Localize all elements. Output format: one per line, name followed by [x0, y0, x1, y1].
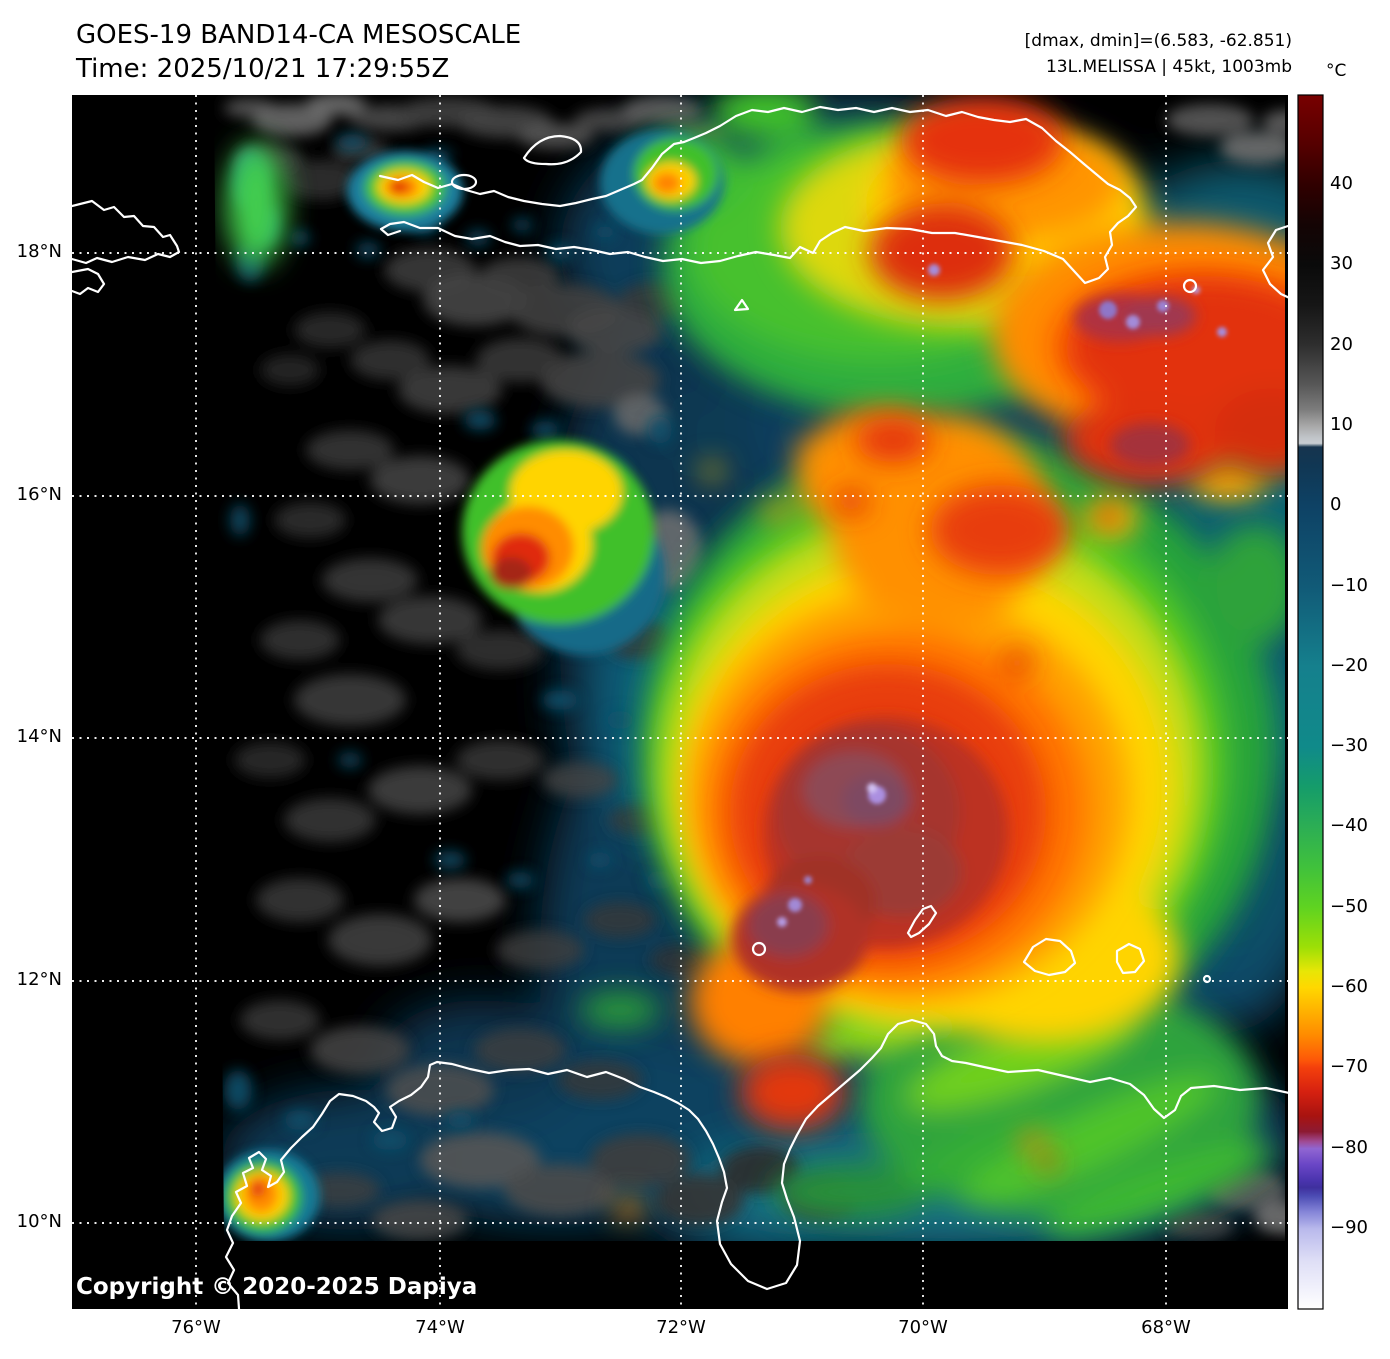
coastline-gonave-island: [450, 173, 478, 191]
map-plot-area: [72, 95, 1288, 1309]
lon-tick-label: 70°W: [898, 1317, 948, 1338]
coastline-islet-west: [751, 941, 767, 957]
coastline-aves: [1115, 942, 1146, 975]
lat-tick-label: 16°N: [16, 484, 62, 505]
copyright-watermark: Copyright © 2020-2025 Dapiya: [76, 1274, 478, 1300]
colorbar-tick-label: 0: [1330, 494, 1342, 515]
coastlines: [72, 105, 1288, 1309]
colorbar-tick-label: −80: [1330, 1137, 1368, 1158]
coastline-beata-islet: [733, 298, 750, 312]
lat-tick-label: 10°N: [16, 1211, 62, 1232]
coastline-south-america: [224, 1018, 1288, 1309]
lon-tick-label: 76°W: [171, 1317, 221, 1338]
figure-timestamp: Time: 2025/10/21 17:29:55Z: [76, 54, 450, 84]
colorbar-tick-label: −40: [1330, 815, 1368, 836]
coastline-islet-east: [1202, 974, 1212, 984]
lon-tick-label: 72°W: [656, 1317, 706, 1338]
colorbar-tick-label: −90: [1330, 1217, 1368, 1238]
coastline-mona-island: [1182, 278, 1198, 294]
lat-tick-label: 12°N: [16, 969, 62, 990]
coastline-hispaniola: [378, 105, 1138, 285]
ir-imagery-layer: [216, 95, 1285, 1241]
coastline-curacao: [906, 904, 938, 939]
gray-cloud-layer: [224, 95, 1285, 1240]
isolated-cells: [216, 130, 724, 1241]
coastline-tortuga-island: [522, 134, 583, 166]
coastline-puerto-rico-west: [1261, 224, 1288, 299]
lat-tick-label: 14°N: [16, 726, 62, 747]
colorbar-tick-label: −20: [1330, 655, 1368, 676]
coastline-cuba: [72, 199, 181, 296]
figure-title: GOES-19 BAND14-CA MESOSCALE: [76, 20, 522, 50]
colorbar-tick-label: 10: [1330, 414, 1353, 435]
lat-lon-gridlines: [72, 95, 1288, 1309]
colorbar: [1297, 94, 1324, 1310]
colorbar-tick-label: −60: [1330, 976, 1368, 997]
colorbar-tick-label: −50: [1330, 896, 1368, 917]
coastline-bonaire: [1022, 937, 1077, 977]
colorbar-tick-label: 20: [1330, 334, 1353, 355]
colorbar-tick-label: −70: [1330, 1056, 1368, 1077]
lon-tick-label: 74°W: [415, 1317, 465, 1338]
hurricane-core: [732, 294, 1196, 992]
colorbar-unit-label: °C: [1326, 61, 1347, 81]
storm-status-annotation: 13L.MELISSA | 45kt, 1003mb: [1045, 57, 1292, 77]
colorbar-tick-label: −30: [1330, 735, 1368, 756]
colorbar-tick-label: 30: [1330, 253, 1353, 274]
lon-tick-label: 68°W: [1141, 1317, 1191, 1338]
colorbar-tick-label: −10: [1330, 575, 1368, 596]
dmax-dmin-annotation: [dmax, dmin]=(6.583, -62.851): [1024, 31, 1292, 51]
lat-tick-label: 18°N: [16, 241, 62, 262]
colorbar-tick-label: 40: [1330, 173, 1353, 194]
overshooting-tops: [777, 264, 1227, 927]
